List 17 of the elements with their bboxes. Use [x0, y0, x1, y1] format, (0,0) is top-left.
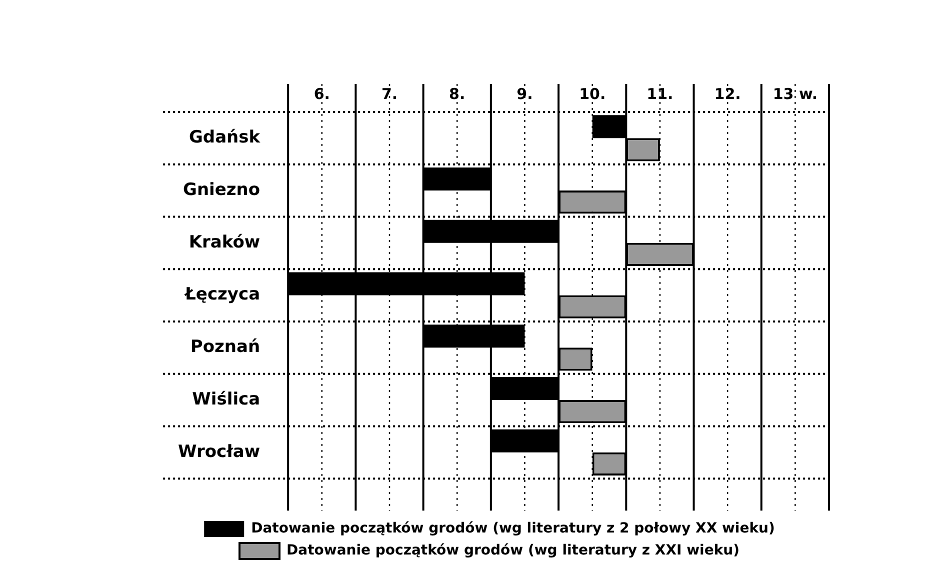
- x-tick-label: 7.: [381, 84, 398, 103]
- y-tick-label: Wrocław: [178, 442, 260, 462]
- x-tick-label: 6.: [314, 84, 330, 103]
- legend-label: Datowanie początków grodów (wg literatury z XXI wieku): [286, 542, 740, 559]
- y-tick-label: Łęczyca: [184, 284, 260, 305]
- y-tick-label: Kraków: [188, 232, 260, 252]
- y-tick-label: Gniezno: [182, 180, 260, 200]
- y-tick-label: Wiślica: [192, 389, 260, 410]
- x-tick-label: 10.: [579, 84, 606, 103]
- x-tick-label: 8.: [449, 84, 466, 103]
- legend-label: Datowanie początków grodów (wg literatury z 2 połowy XX wieku): [251, 520, 775, 537]
- y-tick-label: Poznań: [190, 337, 260, 358]
- x-tick-label: 11.: [646, 84, 674, 103]
- x-tick-label: 12.: [714, 84, 741, 103]
- y-tick-label: Gdańsk: [188, 128, 261, 148]
- x-tick-label: 13 w.: [772, 84, 818, 103]
- x-tick-label: 9.: [516, 84, 533, 103]
